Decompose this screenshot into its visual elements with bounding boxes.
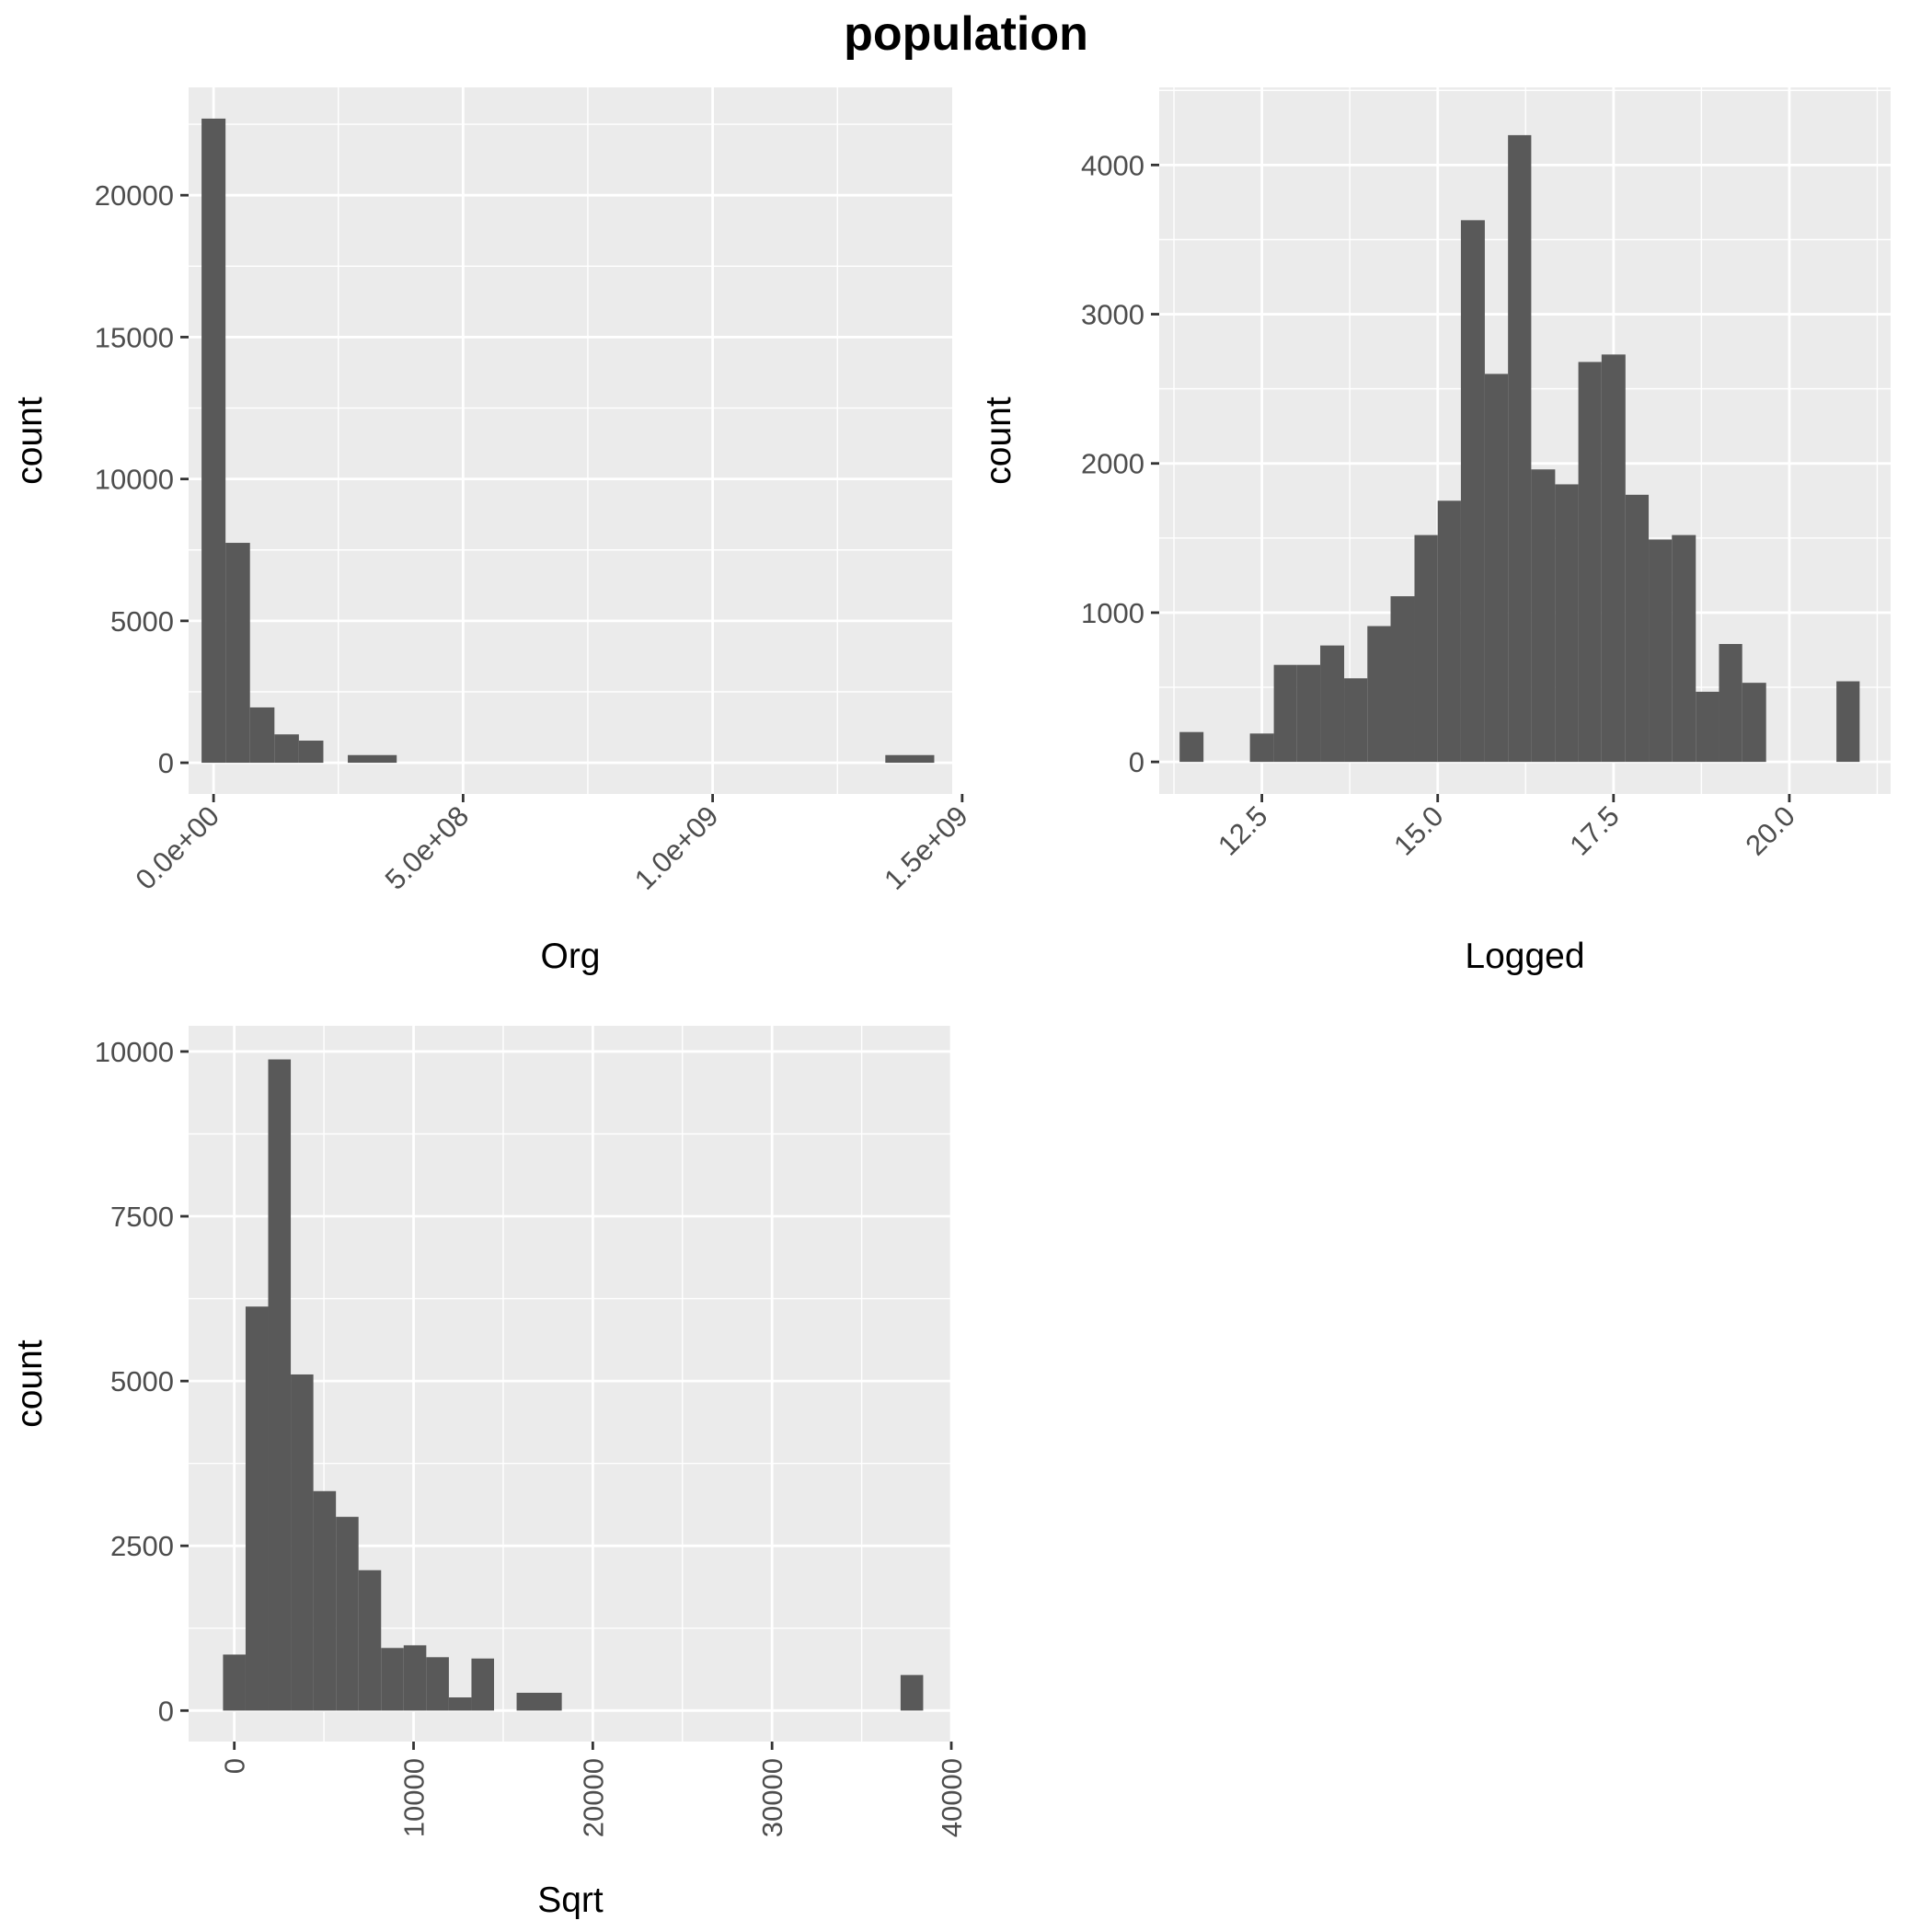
- x-tick-label: 1.0e+09: [628, 799, 725, 896]
- histogram-bar: [1508, 134, 1532, 763]
- histogram-bar: [1555, 484, 1579, 763]
- histogram-bar: [1672, 535, 1696, 763]
- histogram-bar: [291, 1374, 314, 1711]
- histogram-bar: [274, 734, 299, 764]
- histogram-bar: [223, 1654, 246, 1711]
- y-tick-label: 0: [158, 747, 174, 779]
- histogram-bar: [1273, 664, 1297, 763]
- y-tick-label: 2500: [110, 1530, 174, 1562]
- histogram-bar: [516, 1692, 562, 1711]
- x-tick-label: 40000: [936, 1758, 968, 1837]
- histogram-bar: [1601, 354, 1626, 763]
- y-axis-title: count: [10, 397, 50, 485]
- x-tick-label: 20.0: [1739, 799, 1800, 861]
- x-axis-title: Logged: [1465, 937, 1584, 976]
- y-tick-label: 10000: [95, 1036, 174, 1068]
- histogram-bar: [1531, 469, 1556, 763]
- histogram-bar: [268, 1059, 292, 1711]
- histogram-bar: [1249, 733, 1274, 763]
- histogram-bar: [1649, 539, 1673, 763]
- histogram-bar: [1719, 643, 1742, 763]
- y-tick-label: 3000: [1081, 299, 1144, 331]
- histogram-bar: [1696, 691, 1719, 763]
- x-tick-label: 20000: [577, 1758, 609, 1837]
- x-axis-title: Org: [540, 937, 600, 976]
- y-tick-label: 4000: [1081, 149, 1144, 181]
- histogram-bar: [885, 754, 935, 764]
- histogram-sqrt: 0 2500 5000 7500 10000 0 10000 20000 30000 40000 S…: [10, 1026, 968, 1920]
- histogram-bar: [201, 118, 226, 764]
- y-tick-label: 0: [158, 1695, 174, 1727]
- histogram-bar: [1344, 678, 1368, 763]
- panel-background: [189, 87, 952, 794]
- histogram-bar: [245, 1306, 269, 1711]
- y-axis-title: count: [10, 1340, 50, 1428]
- y-tick-label: 7500: [110, 1201, 174, 1233]
- histogram-bar: [1390, 596, 1415, 763]
- histogram-bar: [1836, 681, 1860, 763]
- figure-title: population: [844, 7, 1088, 61]
- x-tick-label: 12.5: [1212, 799, 1273, 861]
- histogram-bar: [1460, 220, 1485, 763]
- histogram-bar: [313, 1490, 337, 1711]
- histogram-bar: [471, 1658, 494, 1711]
- y-tick-label: 10000: [95, 464, 174, 496]
- histogram-logged: 0 1000 2000 3000 4000 12.5 15.0 17.5 20.0 Logged c…: [979, 87, 1891, 976]
- x-tick-label: 17.5: [1563, 799, 1625, 861]
- y-tick-label: 2000: [1081, 448, 1144, 480]
- histogram-bar: [1742, 683, 1766, 763]
- y-tick-label: 5000: [110, 605, 174, 638]
- histogram-bar: [225, 543, 250, 764]
- histogram-bar: [348, 754, 397, 764]
- y-tick-label: 1000: [1081, 597, 1144, 629]
- y-tick-label: 0: [1129, 746, 1144, 778]
- histogram-bar: [1414, 535, 1438, 763]
- histogram-bar: [1320, 645, 1345, 763]
- histogram-bar: [900, 1674, 924, 1711]
- histogram-bar: [249, 707, 275, 764]
- histogram-bar: [358, 1570, 382, 1711]
- x-tick-label: 5.0e+08: [379, 799, 476, 896]
- y-tick-label: 15000: [95, 321, 174, 353]
- histogram-bar: [426, 1657, 449, 1711]
- histogram-bar: [1296, 664, 1321, 763]
- histogram-bar: [403, 1645, 427, 1711]
- x-tick-label: 1.5e+09: [878, 799, 974, 896]
- histogram-bar: [1437, 500, 1461, 763]
- histogram-bar: [1367, 626, 1391, 763]
- x-tick-label: 30000: [756, 1758, 788, 1837]
- y-tick-label: 5000: [110, 1365, 174, 1397]
- y-axis-title: count: [979, 397, 1018, 485]
- histogram-bar: [336, 1516, 359, 1711]
- x-tick-label: 10000: [398, 1758, 431, 1837]
- histogram-bar: [381, 1648, 404, 1711]
- y-tick-label: 20000: [95, 179, 174, 212]
- x-tick-label: 0: [219, 1758, 251, 1774]
- histogram-bar: [298, 741, 324, 764]
- histogram-bar: [1179, 731, 1204, 763]
- x-tick-label: 0.0e+00: [129, 799, 225, 896]
- histogram-bar: [1578, 362, 1602, 763]
- histogram-bar: [1484, 374, 1509, 763]
- x-axis-title: Sqrt: [537, 1880, 604, 1920]
- histogram-bar: [1625, 494, 1650, 763]
- histogram-org: 0 5000 10000 15000 20000 0.0e+00 5.0e+08 1.0e+0…: [10, 87, 974, 976]
- histogram-bar: [448, 1697, 472, 1711]
- x-tick-label: 15.0: [1387, 799, 1449, 861]
